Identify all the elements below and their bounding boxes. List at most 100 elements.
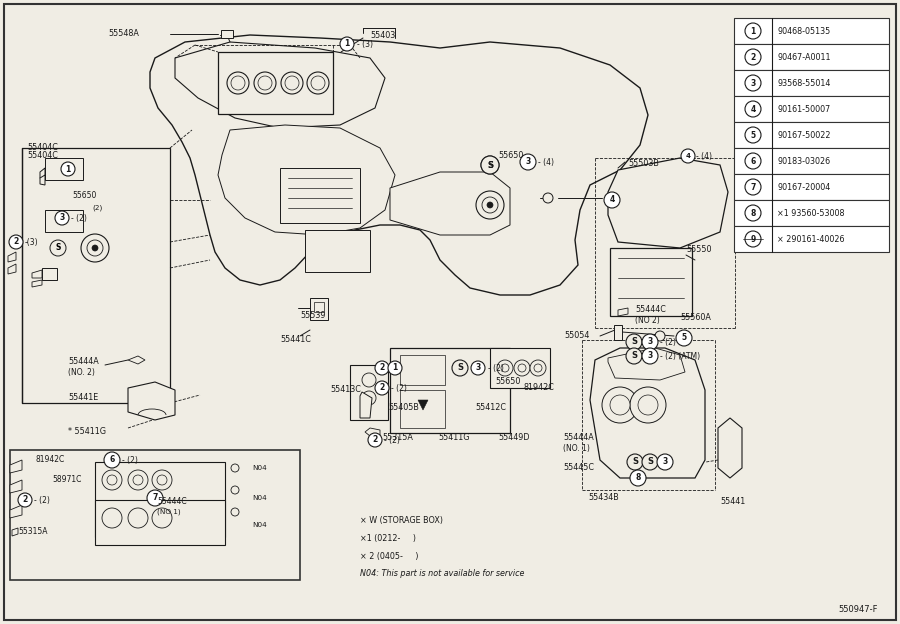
- Circle shape: [152, 470, 172, 490]
- Text: 90167-50022: 90167-50022: [777, 130, 831, 140]
- Circle shape: [340, 37, 354, 51]
- Text: * 55411G: * 55411G: [68, 427, 106, 437]
- Text: - (4): - (4): [696, 152, 712, 160]
- Polygon shape: [150, 35, 648, 295]
- Polygon shape: [218, 125, 395, 235]
- Text: 55560A: 55560A: [680, 313, 711, 323]
- Bar: [350, 365, 388, 420]
- Text: 55650: 55650: [495, 378, 520, 386]
- Text: 55441C: 55441C: [280, 336, 310, 344]
- Bar: [305, 230, 370, 272]
- Text: (2): (2): [92, 205, 103, 212]
- Circle shape: [104, 452, 120, 468]
- Circle shape: [476, 191, 504, 219]
- Bar: [218, 52, 333, 114]
- Text: 8: 8: [751, 208, 756, 218]
- Text: S: S: [631, 351, 637, 361]
- Text: 5: 5: [681, 333, 687, 343]
- Text: 4: 4: [751, 104, 756, 114]
- Circle shape: [311, 76, 325, 90]
- Polygon shape: [128, 382, 175, 420]
- Bar: [42, 268, 57, 280]
- Circle shape: [375, 361, 389, 375]
- Polygon shape: [10, 480, 22, 493]
- Circle shape: [501, 364, 509, 372]
- Circle shape: [745, 127, 761, 143]
- Text: 55054: 55054: [564, 331, 590, 341]
- Text: - (2): - (2): [34, 495, 50, 504]
- Polygon shape: [10, 460, 22, 473]
- Circle shape: [487, 202, 493, 208]
- Text: - (2): - (2): [384, 436, 400, 444]
- Circle shape: [745, 179, 761, 195]
- Polygon shape: [32, 270, 42, 278]
- Text: 55405B: 55405B: [388, 404, 418, 412]
- Text: 3: 3: [475, 364, 481, 373]
- Bar: [314, 302, 324, 312]
- Text: S: S: [457, 364, 463, 373]
- Text: 55315A: 55315A: [18, 527, 48, 537]
- Polygon shape: [32, 280, 42, 287]
- Text: 55412C: 55412C: [475, 404, 506, 412]
- Bar: [610, 248, 692, 316]
- Text: 55444A: 55444A: [68, 358, 99, 366]
- Text: 7: 7: [751, 182, 756, 192]
- Text: S: S: [487, 160, 493, 170]
- Text: 58971C: 58971C: [52, 475, 81, 484]
- Bar: [400, 355, 445, 385]
- Circle shape: [55, 211, 69, 225]
- Circle shape: [102, 470, 122, 490]
- Circle shape: [375, 381, 389, 395]
- Circle shape: [128, 508, 148, 528]
- Polygon shape: [718, 418, 742, 478]
- Polygon shape: [8, 264, 16, 274]
- Text: 2: 2: [22, 495, 28, 504]
- Text: 55441E: 55441E: [68, 394, 98, 402]
- Bar: [614, 325, 622, 340]
- Text: 8: 8: [635, 474, 641, 482]
- Bar: [221, 30, 233, 38]
- Circle shape: [610, 395, 630, 415]
- Circle shape: [745, 231, 761, 247]
- Text: 9: 9: [751, 235, 756, 243]
- Text: × 290161-40026: × 290161-40026: [777, 235, 844, 243]
- Text: 55444C: 55444C: [157, 497, 186, 507]
- Bar: [95, 462, 225, 537]
- Text: -(3): -(3): [25, 238, 39, 246]
- Text: 55434B: 55434B: [588, 494, 619, 502]
- Circle shape: [604, 192, 620, 208]
- Circle shape: [655, 331, 665, 341]
- Polygon shape: [40, 168, 45, 180]
- Circle shape: [388, 361, 402, 375]
- Circle shape: [626, 334, 642, 350]
- Circle shape: [638, 395, 658, 415]
- Circle shape: [642, 334, 658, 350]
- Bar: [734, 200, 889, 226]
- Text: 55449D: 55449D: [498, 434, 529, 442]
- Text: (NO. 1): (NO. 1): [563, 444, 590, 452]
- Text: 55413C: 55413C: [330, 386, 361, 394]
- Text: 55404C: 55404C: [27, 144, 58, 152]
- Text: 93568-55014: 93568-55014: [777, 79, 831, 87]
- Circle shape: [92, 245, 98, 251]
- Circle shape: [81, 234, 109, 262]
- Text: - (4): - (4): [538, 157, 554, 167]
- Text: 2: 2: [14, 238, 19, 246]
- Text: - (3): - (3): [357, 39, 373, 49]
- Text: 55444C: 55444C: [635, 306, 666, 314]
- Text: 3: 3: [751, 79, 756, 87]
- Text: 55404C: 55404C: [27, 150, 58, 160]
- Text: - (2): - (2): [391, 384, 407, 392]
- Text: S: S: [632, 457, 638, 467]
- Polygon shape: [175, 42, 385, 128]
- Text: - (2): - (2): [488, 364, 504, 373]
- Text: (NO 1): (NO 1): [157, 509, 181, 515]
- Text: 6: 6: [110, 456, 114, 464]
- Text: 3: 3: [647, 338, 652, 346]
- Bar: [734, 148, 889, 174]
- Text: 55650: 55650: [498, 150, 524, 160]
- Polygon shape: [360, 392, 372, 418]
- Circle shape: [514, 360, 530, 376]
- Text: 1: 1: [751, 26, 756, 36]
- Bar: [734, 226, 889, 252]
